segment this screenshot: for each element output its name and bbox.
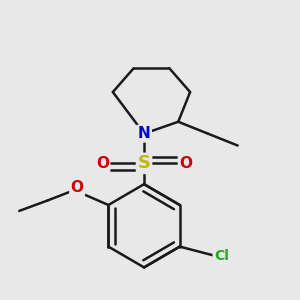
Text: O: O xyxy=(179,156,192,171)
Text: O: O xyxy=(96,156,109,171)
Text: N: N xyxy=(138,126,150,141)
Text: O: O xyxy=(71,180,84,195)
Text: S: S xyxy=(138,154,151,172)
Text: Cl: Cl xyxy=(214,248,229,262)
